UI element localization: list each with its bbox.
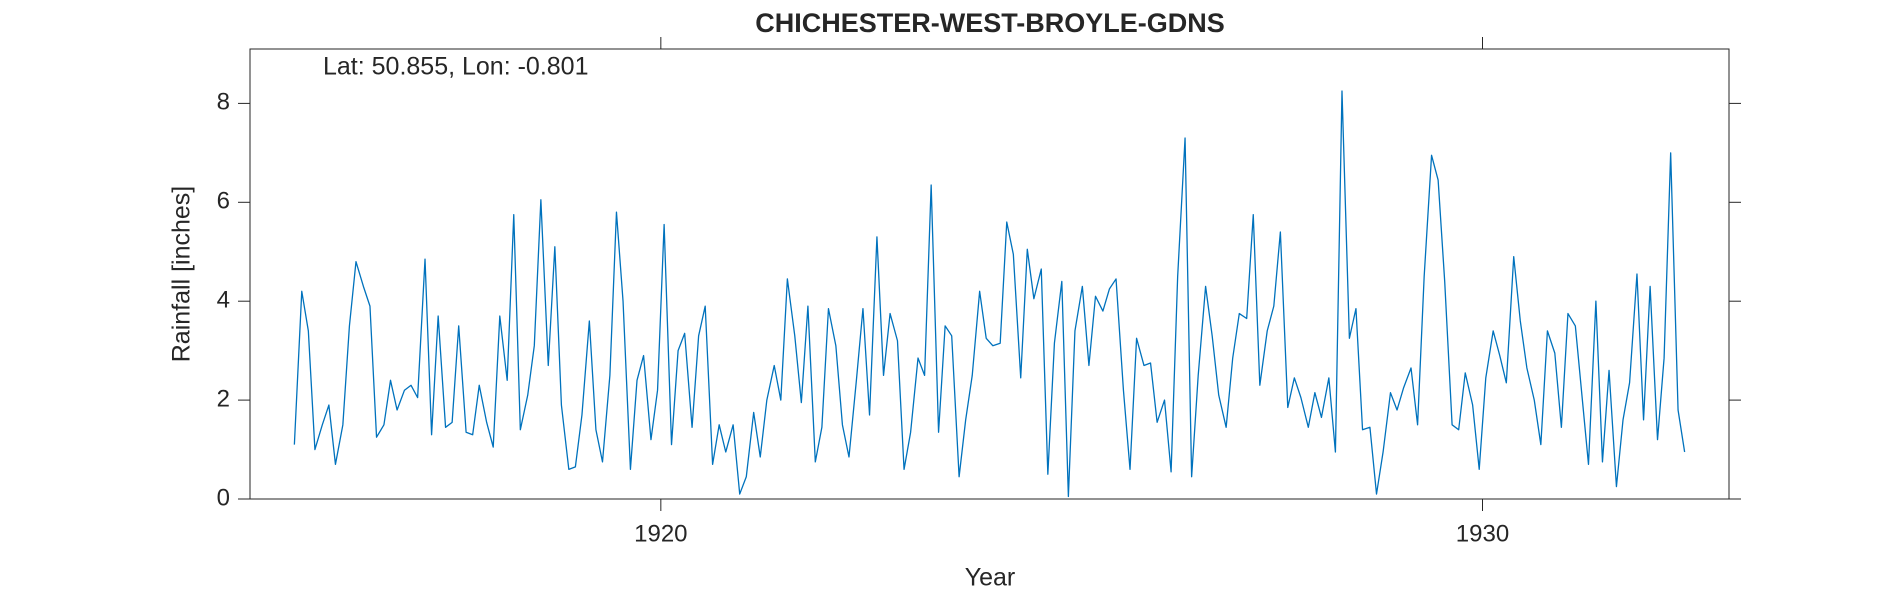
y-tick-label: 8: [217, 89, 230, 116]
y-axis-label: Rainfall [inches]: [168, 186, 196, 362]
y-tick-label: 4: [217, 287, 230, 314]
plot-area: [249, 48, 1730, 500]
y-tick-label: 6: [217, 188, 230, 215]
data-line: [293, 90, 1686, 498]
annotation: Lat: 50.855, Lon: -0.801: [323, 53, 589, 81]
x-tick-label: 1930: [1456, 520, 1509, 547]
x-tick-label: 1920: [634, 520, 687, 547]
x-axis-label: Year: [965, 564, 1016, 591]
chart-title: CHICHESTER-WEST-BROYLE-GDNS: [755, 8, 1225, 38]
y-tick-label: 0: [217, 484, 230, 511]
y-tick-label: 2: [217, 385, 230, 412]
